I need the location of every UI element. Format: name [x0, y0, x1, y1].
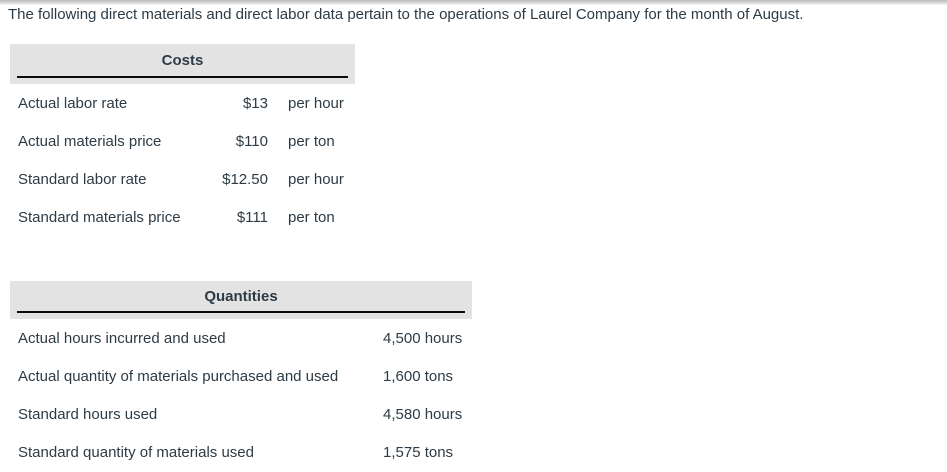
row-value: $13 [242, 94, 268, 112]
row-value: $12.50 [222, 170, 268, 188]
costs-table: Costs Actual labor rate $13 per hour Act… [10, 44, 355, 236]
quantities-table-title: Quantities [204, 287, 278, 305]
quantities-table-header: Quantities [10, 281, 472, 319]
costs-header-underline [17, 76, 348, 78]
problem-statement: The following direct materials and direc… [8, 6, 804, 23]
row-value: 1,600 tons [383, 367, 454, 385]
row-label: Actual materials price [18, 132, 162, 150]
quantities-header-underline [17, 311, 465, 313]
row-value: 4,500 hours [383, 329, 463, 347]
row-label: Standard quantity of materials used [18, 443, 254, 461]
row-value: 4,580 hours [383, 405, 463, 423]
table-row: Actual quantity of materials purchased a… [10, 357, 472, 395]
row-unit: per hour [288, 94, 344, 112]
row-unit: per hour [288, 170, 344, 188]
row-unit: per ton [288, 208, 335, 226]
table-row: Actual materials price $110 per ton [10, 122, 355, 160]
table-row: Standard materials price $111 per ton [10, 198, 355, 236]
costs-table-title: Costs [161, 51, 204, 69]
row-unit: per ton [288, 132, 335, 150]
table-row: Actual labor rate $13 per hour [10, 84, 355, 122]
row-value: 1,575 tons [383, 443, 454, 461]
table-row: Standard quantity of materials used 1,57… [10, 433, 472, 471]
row-value: $110 [235, 132, 268, 150]
row-label: Actual labor rate [18, 94, 128, 112]
row-value: $111 [236, 208, 268, 226]
costs-table-header: Costs [10, 44, 355, 84]
row-label: Standard materials price [18, 208, 181, 226]
row-label: Standard hours used [18, 405, 158, 423]
quantities-table: Quantities Actual hours incurred and use… [10, 281, 472, 471]
row-label: Actual quantity of materials purchased a… [18, 367, 339, 385]
table-row: Actual hours incurred and used 4,500 hou… [10, 319, 472, 357]
top-divider-bar [0, 0, 947, 5]
table-row: Standard labor rate $12.50 per hour [10, 160, 355, 198]
row-label: Actual hours incurred and used [18, 329, 226, 347]
table-row: Standard hours used 4,580 hours [10, 395, 472, 433]
row-label: Standard labor rate [18, 170, 147, 188]
